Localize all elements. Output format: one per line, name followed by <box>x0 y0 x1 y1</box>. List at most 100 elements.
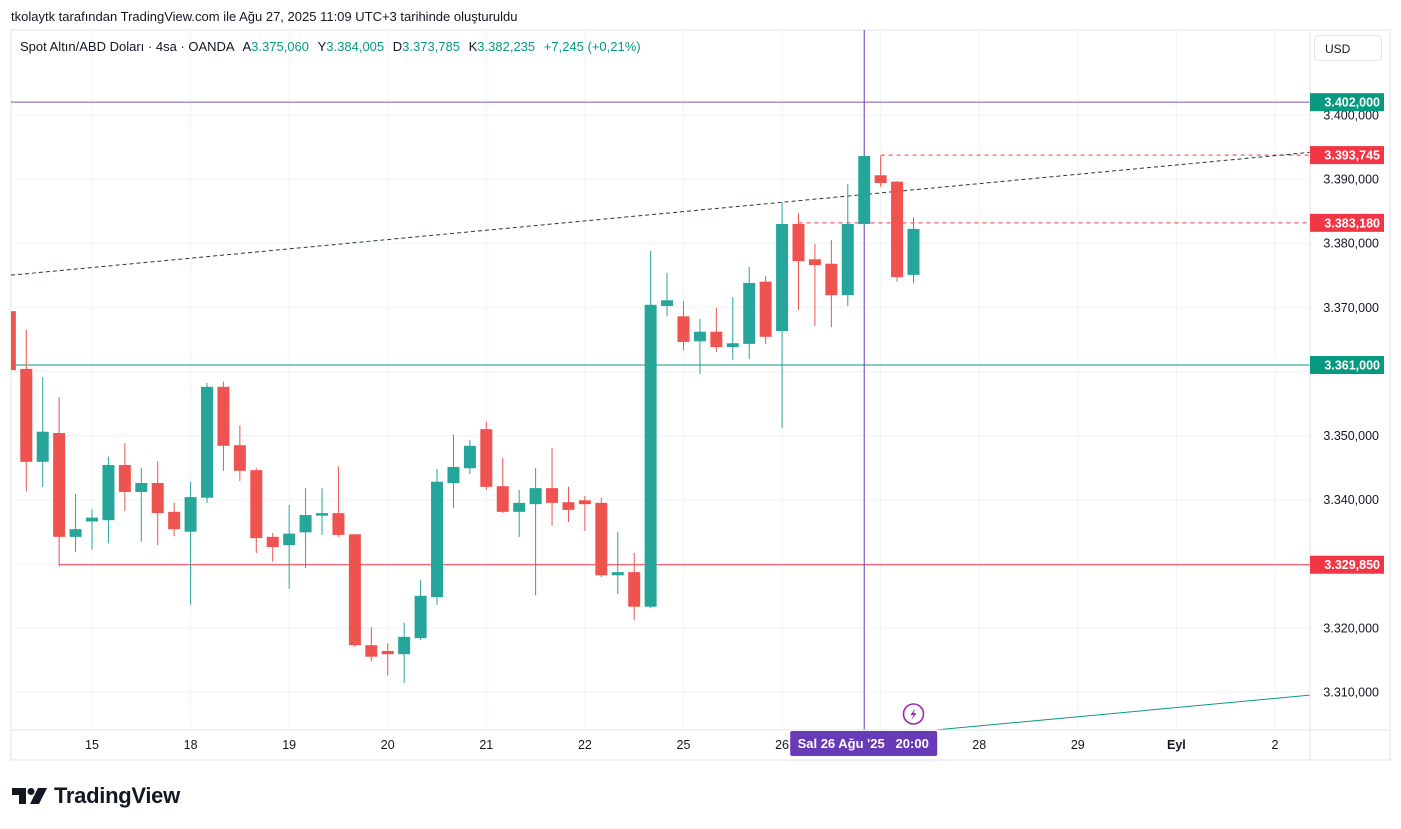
candle[interactable] <box>513 490 526 537</box>
brand-name: TradingView <box>54 783 180 808</box>
candle[interactable] <box>53 397 66 567</box>
price-line-label: 3.329,850 <box>1310 555 1384 574</box>
currency-button[interactable]: USD <box>1314 35 1382 61</box>
candle-body <box>611 572 624 576</box>
candle[interactable] <box>907 217 920 284</box>
candle[interactable] <box>611 531 624 594</box>
candle-body <box>299 515 312 533</box>
tradingview-logo[interactable]: TradingView <box>12 783 180 809</box>
time-tick-label: 22 <box>578 738 592 752</box>
candle[interactable] <box>36 377 49 487</box>
candle[interactable] <box>841 184 854 307</box>
candle[interactable] <box>414 579 427 641</box>
price-tick-label: 3.350,000 <box>1323 429 1379 443</box>
candle[interactable] <box>299 488 312 569</box>
candle[interactable] <box>595 497 608 578</box>
candle[interactable] <box>644 250 657 609</box>
crosshair-time-label-text: Sal 26 Ağu '25 20:00 <box>798 736 929 751</box>
candle[interactable] <box>69 493 82 553</box>
candle-body <box>693 331 706 342</box>
candle[interactable] <box>4 310 16 372</box>
candle[interactable] <box>151 461 164 546</box>
candle-body <box>431 481 444 598</box>
price-tick-label: 3.400,000 <box>1323 109 1379 123</box>
candle[interactable] <box>743 266 756 360</box>
lightning-icon[interactable] <box>902 703 925 725</box>
candle[interactable] <box>201 382 214 503</box>
candle[interactable] <box>661 272 674 317</box>
candle-body <box>168 511 181 530</box>
candle-body <box>858 156 871 224</box>
candle[interactable] <box>184 481 197 605</box>
low-value: 3.373,785 <box>402 39 460 54</box>
candle-body <box>135 482 148 492</box>
candle-body <box>86 517 98 522</box>
price-tick-label: 3.340,000 <box>1323 493 1379 507</box>
candle-body <box>759 281 772 337</box>
candle[interactable] <box>529 468 542 596</box>
time-tick-label: 26 <box>775 738 789 752</box>
chart-caption: tkolaytk tarafından TradingView.com ile … <box>11 9 518 24</box>
price-tick-label: 3.380,000 <box>1323 237 1379 251</box>
candle[interactable] <box>102 456 115 544</box>
candle[interactable] <box>726 297 739 360</box>
candle[interactable] <box>233 425 246 482</box>
time-tick-label: Eyl <box>1167 738 1186 752</box>
candle[interactable] <box>250 468 263 553</box>
time-tick-label: 28 <box>972 738 986 752</box>
candle[interactable] <box>381 643 394 676</box>
candle[interactable] <box>578 495 591 532</box>
candle[interactable] <box>546 447 559 526</box>
candle[interactable] <box>283 504 296 589</box>
candle[interactable] <box>562 486 575 523</box>
candle[interactable] <box>20 329 33 492</box>
candle[interactable] <box>266 532 279 562</box>
high-value: 3.384,005 <box>326 39 385 54</box>
candle[interactable] <box>86 509 98 550</box>
time-tick-label: 21 <box>479 738 493 752</box>
candle-body <box>266 536 279 548</box>
candle[interactable] <box>135 468 148 542</box>
candle[interactable] <box>118 443 131 512</box>
price-tick-label: 3.310,000 <box>1323 685 1379 699</box>
candle[interactable] <box>447 434 460 508</box>
candle[interactable] <box>759 275 772 344</box>
candle-body <box>118 465 131 492</box>
candle[interactable] <box>480 422 493 491</box>
time-tick-label: 29 <box>1071 738 1085 752</box>
candle[interactable] <box>693 318 706 375</box>
candle-body <box>151 482 164 514</box>
candle[interactable] <box>710 307 723 353</box>
candle-body <box>36 431 49 462</box>
candle[interactable] <box>677 300 690 351</box>
candle[interactable] <box>398 622 411 684</box>
candle[interactable] <box>332 466 345 537</box>
candle[interactable] <box>316 488 329 535</box>
symbol-legend: Spot Altın/ABD Doları · 4sa · OANDA A3.3… <box>20 39 641 54</box>
low-key: D <box>392 39 403 54</box>
candle[interactable] <box>808 243 821 326</box>
price-line-label-bg <box>1310 213 1384 232</box>
candle-body <box>414 595 427 639</box>
candle-body <box>283 533 296 546</box>
candle[interactable] <box>792 213 805 310</box>
symbol-title[interactable]: Spot Altın/ABD Doları · 4sa · OANDA <box>20 39 234 54</box>
candle[interactable] <box>365 627 378 662</box>
candle[interactable] <box>891 181 904 282</box>
candle[interactable] <box>628 552 641 621</box>
candle-body <box>513 502 526 512</box>
candle-body <box>743 282 756 344</box>
candle[interactable] <box>168 502 181 537</box>
candle[interactable] <box>217 381 230 471</box>
candle[interactable] <box>874 156 887 187</box>
candle[interactable] <box>776 202 789 428</box>
candle[interactable] <box>496 457 509 514</box>
tradingview-logo-icon <box>12 788 47 804</box>
candle[interactable] <box>825 240 838 328</box>
candle[interactable] <box>463 440 476 475</box>
candle[interactable] <box>348 534 361 648</box>
candle[interactable] <box>431 468 444 605</box>
candle[interactable] <box>858 155 871 226</box>
candle-body <box>348 534 361 646</box>
